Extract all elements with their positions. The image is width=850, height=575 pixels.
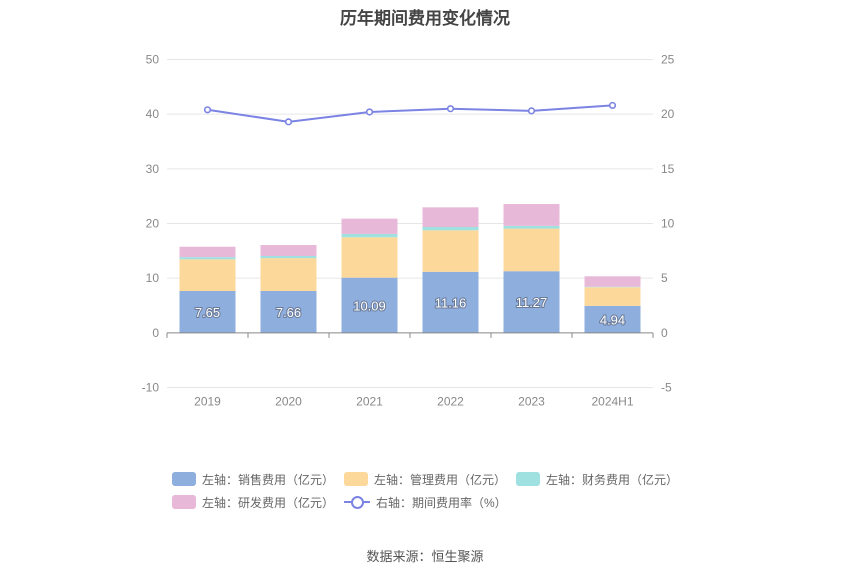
legend-label: 左轴：财务费用（亿元） — [546, 472, 679, 487]
bar-segment — [422, 207, 479, 227]
right-axis-tick-label: 25 — [661, 53, 675, 67]
legend-swatch — [172, 472, 196, 486]
bar-segment — [179, 246, 236, 258]
source-note: 数据来源：恒生聚源 — [366, 549, 484, 564]
bar-segment — [503, 271, 560, 333]
legend-swatch — [516, 472, 540, 486]
left-axis-tick-label: 50 — [146, 53, 160, 67]
bar-segment — [260, 290, 317, 333]
bar-segment — [341, 233, 398, 238]
left-axis-tick-label: 20 — [146, 217, 160, 231]
right-axis-tick-label: 5 — [661, 271, 668, 285]
bar-segment — [260, 258, 317, 291]
bar-data-label: 11.27 — [516, 295, 548, 310]
x-axis-tick-label: 2019 — [194, 395, 221, 409]
right-axis-tick-label: 15 — [661, 162, 675, 176]
chart-title: 历年期间费用变化情况 — [340, 9, 510, 28]
bar-data-label: 7.66 — [276, 305, 301, 320]
bar-segment — [341, 218, 398, 234]
series-line — [207, 104, 613, 123]
legend-item[interactable]: 左轴：研发费用（亿元） — [172, 493, 334, 511]
left-axis-tick-label: 10 — [146, 271, 160, 285]
legend-item[interactable]: 右轴：期间费用率（%） — [344, 493, 507, 511]
legend-item[interactable]: 左轴：销售费用（亿元） — [172, 470, 334, 488]
left-axis-tick-label: 40 — [146, 107, 160, 121]
left-axis-tick-label: -10 — [142, 381, 160, 395]
bar-segment — [584, 276, 641, 287]
legend-item[interactable]: 左轴：管理费用（亿元） — [344, 470, 506, 488]
x-axis-tick-label: 2024H1 — [591, 395, 633, 409]
bar-data-label: 7.65 — [195, 305, 220, 320]
bar-data-label: 4.94 — [600, 312, 625, 327]
line-point — [284, 118, 293, 126]
right-axis-tick-label: 10 — [661, 217, 675, 231]
bar-segment — [584, 286, 641, 288]
legend-swatch — [172, 495, 196, 509]
line-point — [608, 101, 617, 110]
legend-label: 左轴：研发费用（亿元） — [202, 495, 335, 510]
bar-segment — [179, 291, 236, 333]
bar-segment — [260, 245, 317, 256]
line-point — [446, 105, 455, 113]
line-point — [365, 108, 374, 116]
legend-label: 左轴：管理费用（亿元） — [374, 472, 507, 487]
bar-segment — [503, 203, 560, 226]
left-axis-tick-label: 30 — [146, 162, 160, 176]
bar-segment — [584, 305, 641, 333]
bar-segment — [179, 257, 236, 260]
x-axis-tick-label: 2023 — [518, 395, 545, 409]
bar-segment — [422, 230, 479, 272]
bar-segment — [260, 255, 317, 259]
left-axis-tick-label: 0 — [152, 326, 159, 340]
right-axis-tick-label: 0 — [661, 326, 668, 340]
bar-segment — [341, 237, 398, 278]
bar-data-label: 11.16 — [435, 295, 467, 310]
bar-segment — [341, 277, 398, 333]
bar-segment — [503, 225, 560, 229]
bar-segment — [179, 259, 236, 292]
line-point — [527, 107, 536, 115]
x-axis-tick-label: 2020 — [275, 395, 302, 409]
line-point — [203, 106, 212, 114]
legend-item[interactable]: 左轴：财务费用（亿元） — [516, 470, 678, 488]
bar-data-label: 10.09 — [353, 298, 386, 313]
legend-swatch — [344, 472, 368, 486]
legend-line-marker — [344, 495, 370, 509]
bar-segment — [584, 287, 641, 306]
right-axis-tick-label: 20 — [661, 107, 675, 121]
x-axis-tick-label: 2022 — [437, 395, 464, 409]
right-axis-tick-label: -5 — [661, 381, 672, 395]
bar-segment — [422, 226, 479, 231]
bar-segment — [422, 271, 479, 333]
bar-segment — [503, 228, 560, 272]
x-axis-tick-label: 2021 — [356, 395, 383, 409]
legend-label: 左轴：销售费用（亿元） — [202, 472, 335, 487]
legend-label: 右轴：期间费用率（%） — [376, 495, 507, 510]
